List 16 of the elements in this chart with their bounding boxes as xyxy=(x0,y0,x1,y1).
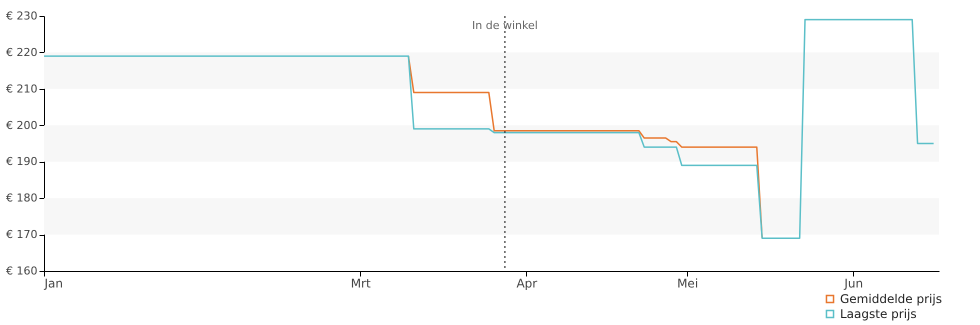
legend-label: Laagste prijs xyxy=(840,307,917,321)
y-tick-label: € 220 xyxy=(6,46,38,59)
y-tick-label: € 200 xyxy=(6,118,38,132)
x-tick-label: Jun xyxy=(843,276,864,290)
y-tick-label: € 170 xyxy=(6,228,38,242)
y-tick-label: € 230 xyxy=(6,10,38,22)
y-tick-label: € 190 xyxy=(6,155,38,168)
x-tick-label: Mrt xyxy=(350,276,371,290)
x-tick-label: Mei xyxy=(677,276,698,290)
x-tick-label: Apr xyxy=(516,276,538,290)
ref-line-label: In de winkel xyxy=(472,19,538,32)
y-tick-label: € 160 xyxy=(6,264,38,278)
y-tick-label: € 180 xyxy=(6,192,38,205)
y-tick-label: € 210 xyxy=(6,82,38,96)
x-tick-label: Jan xyxy=(44,276,63,290)
legend-label: Gemiddelde prijs xyxy=(840,292,942,306)
